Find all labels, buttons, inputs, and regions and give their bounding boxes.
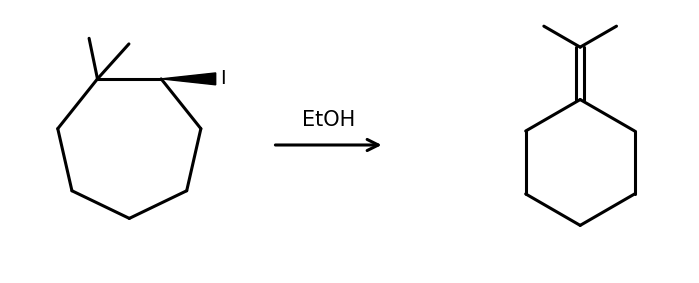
- Text: EtOH: EtOH: [302, 110, 355, 130]
- Polygon shape: [161, 73, 216, 85]
- Text: I: I: [221, 69, 226, 88]
